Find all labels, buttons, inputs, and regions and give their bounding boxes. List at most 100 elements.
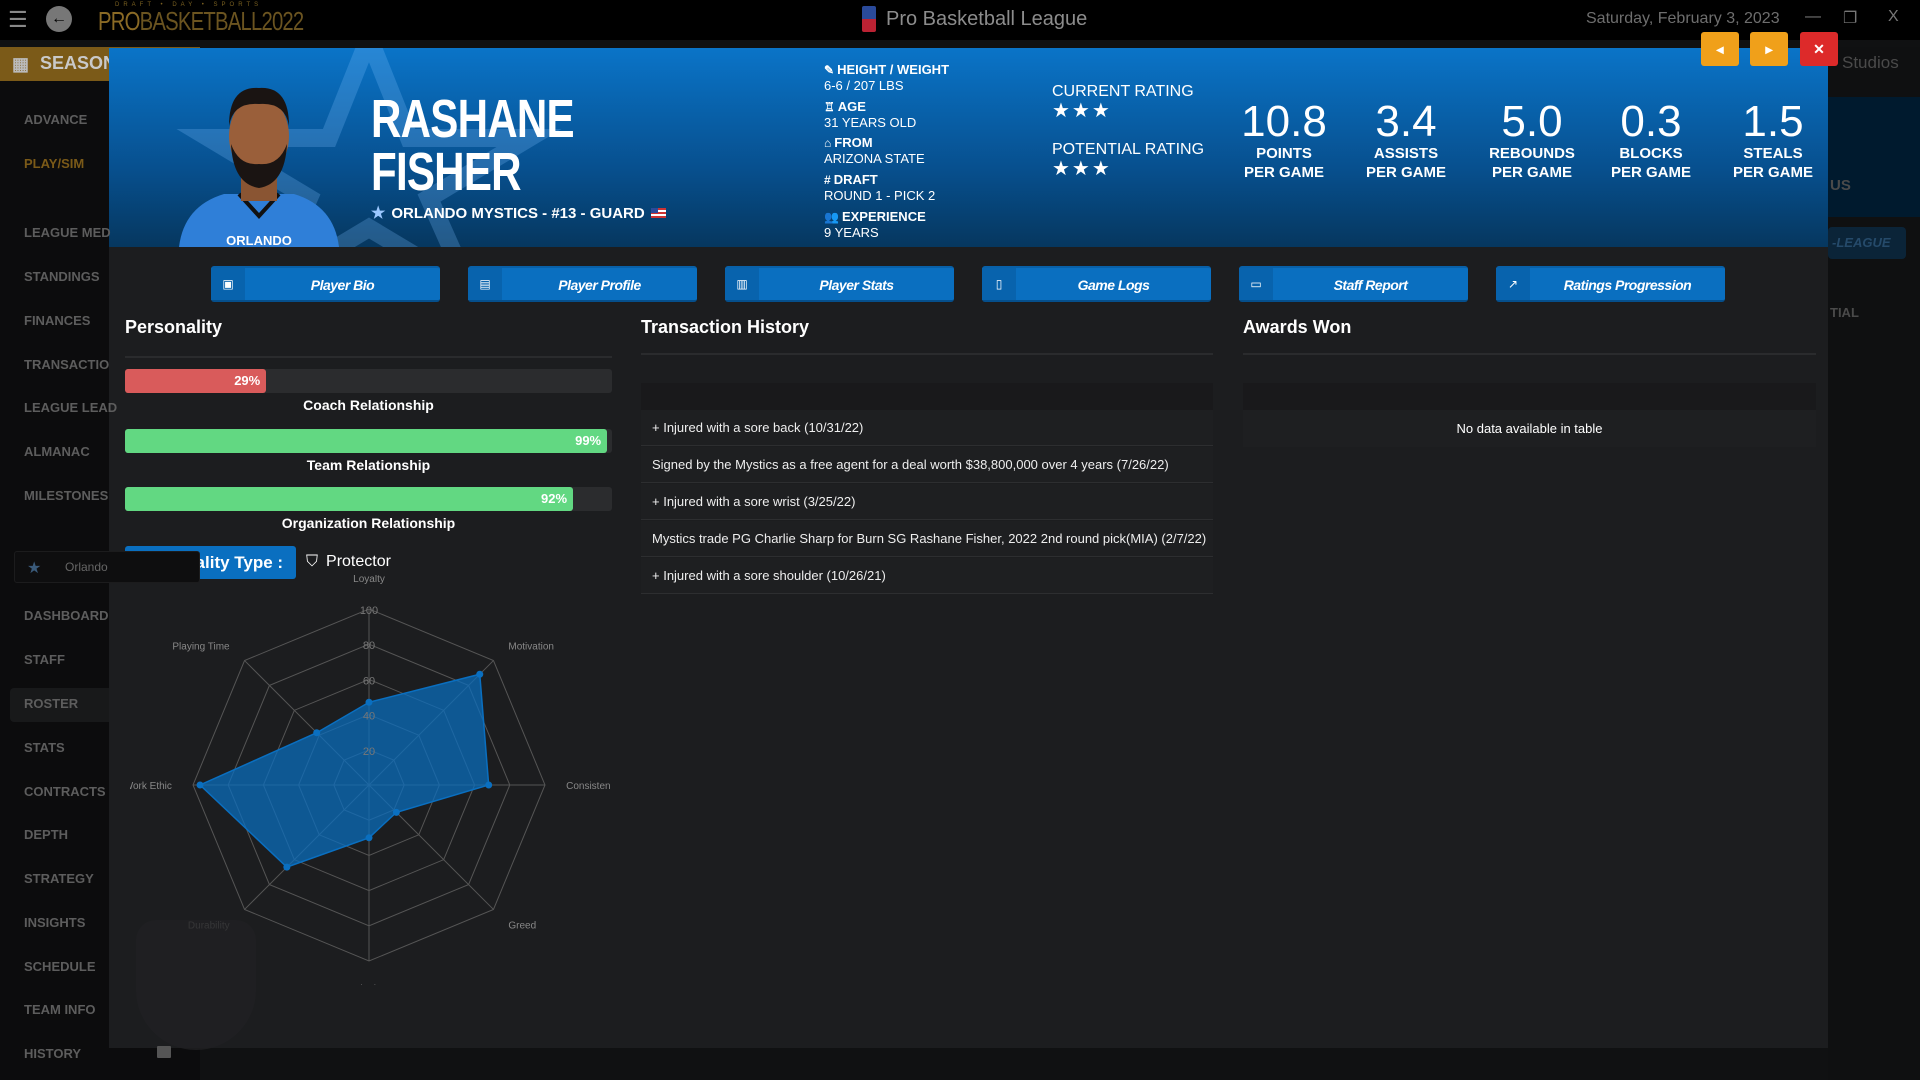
radar-point-durability (283, 863, 291, 871)
sidebar-item[interactable]: ALMANAC (24, 444, 90, 459)
info-label: ✎ HEIGHT / WEIGHT (824, 62, 949, 77)
transaction-row: Signed by the Mystics as a free agent fo… (641, 447, 1213, 483)
sidebar-item[interactable]: TRANSACTIO (24, 357, 110, 372)
relationship-bar: 92% (125, 487, 612, 511)
tab-game-logs[interactable]: ▯ Game Logs (982, 266, 1211, 302)
stat-sublabel: PER GAME (1491, 164, 1572, 181)
title-bar: ☰ ← DRAFT • DAY • SPORTS PROBASKETBALL20… (0, 0, 1920, 40)
tab-ratings-progression[interactable]: ↗ Ratings Progression (1496, 266, 1725, 302)
stat-points: 10.8 POINTS PER GAME (1214, 100, 1354, 182)
tab-label: Staff Report (1333, 277, 1408, 293)
bar-label: Coach Relationship (303, 397, 434, 413)
sidebar-item[interactable]: MILESTONES (24, 488, 109, 503)
personality-type: ⛉ Protector (306, 553, 391, 571)
app-title: Pro Basketball League (886, 8, 1088, 30)
radar-axis-label: Work Ethic (130, 781, 172, 792)
bg-us-text: US (1830, 177, 1851, 194)
current-rating-label: CURRENT RATING (1052, 83, 1194, 100)
hamburger-menu-icon[interactable]: ☰ (8, 7, 28, 32)
player-last-name: FISHER (371, 142, 522, 202)
sidebar-item-stats[interactable]: STATS (24, 740, 65, 755)
relationship-bar: 99% (125, 429, 612, 453)
tab-player-stats[interactable]: ▥ Player Stats (725, 266, 954, 302)
personality-type-value: Protector (326, 553, 391, 570)
team-logo-icon: ★ (27, 560, 42, 577)
sidebar-item-contracts[interactable]: CONTRACTS (24, 784, 106, 799)
bar-fill: 92% (125, 487, 574, 511)
player-modal: ORLANDO RASHANE FISHER ★ ORLANDO MYSTICS… (109, 32, 1838, 1048)
info-label-text: FROM (834, 135, 873, 150)
sidebar-item[interactable]: LEAGUE MED (24, 225, 111, 240)
current-rating-stars: ★★★ (1052, 100, 1112, 122)
info-value: ARIZONA STATE (824, 151, 925, 166)
window-close-button[interactable]: X (1888, 8, 1899, 25)
divider (1243, 353, 1816, 355)
user-clock-icon: 👥 (824, 210, 839, 224)
radar-tick-label: 60 (363, 675, 375, 687)
stat-blocks: 0.3 BLOCKS PER GAME (1581, 100, 1721, 182)
sidebar-item[interactable]: FINANCES (24, 313, 91, 328)
bar-label: Team Relationship (306, 457, 431, 473)
current-date: Saturday, February 3, 2023 (1586, 10, 1780, 27)
school-icon: ⌂ (824, 136, 832, 150)
radar-tick-label: 40 (363, 711, 375, 723)
close-modal-button[interactable]: ✕ (1800, 32, 1838, 66)
shield-icon: ⛉ (306, 553, 319, 570)
usa-flag-icon (650, 208, 666, 218)
tab-player-profile[interactable]: ▤ Player Profile (468, 266, 697, 302)
radar-point-consistency (485, 781, 493, 789)
bg-tial-text: TIAL (1830, 305, 1859, 320)
hash-icon: # (824, 173, 831, 187)
restore-button[interactable]: ❐ (1843, 10, 1858, 27)
sidebar-item[interactable]: ADVANCE (24, 112, 88, 127)
sidebar-item[interactable]: STANDINGS (24, 269, 100, 284)
team-selector[interactable]: ★ Orlando (14, 551, 200, 583)
stat-label: STEALS (1743, 145, 1803, 162)
stat-value: 10.8 (1241, 97, 1327, 146)
sidebar-item-staff[interactable]: STAFF (24, 652, 65, 667)
team-line: ★ ORLANDO MYSTICS - #13 - GUARD (371, 203, 666, 223)
radar-point-playing-time (313, 729, 321, 737)
tab-player-bio[interactable]: ▣ Player Bio (211, 266, 440, 302)
stat-value: 5.0 (1501, 97, 1563, 146)
tab-label: Player Stats (819, 277, 894, 293)
sidebar-item-roster[interactable]: ROSTER (24, 696, 79, 711)
back-arrow-icon[interactable]: ← (46, 6, 72, 32)
stat-sublabel: PER GAME (1243, 164, 1324, 181)
sidebar-item-strategy[interactable]: STRATEGY (24, 871, 94, 886)
radar-point-winning (365, 834, 373, 842)
sidebar-item[interactable]: LEAGUE LEAD (24, 400, 118, 415)
bg-league-text: -LEAGUE (1832, 235, 1891, 250)
transaction-history-title: Transaction History (641, 317, 810, 337)
player-header: ORLANDO RASHANE FISHER ★ ORLANDO MYSTICS… (109, 48, 1828, 247)
stat-assists: 3.4 ASSISTS PER GAME (1336, 100, 1476, 182)
previous-player-button[interactable]: ◂ (1701, 32, 1739, 66)
stat-label: REBOUNDS (1489, 145, 1575, 162)
sidebar-item-history[interactable]: HISTORY (24, 1046, 82, 1061)
sidebar-item-schedule[interactable]: SCHEDULE (24, 959, 96, 974)
minimize-button[interactable]: — (1805, 8, 1821, 25)
stat-steals: 1.5 STEALS PER GAME (1703, 100, 1828, 182)
reader-icon: ▤ (468, 268, 502, 300)
stat-sublabel: PER GAME (1365, 164, 1446, 181)
info-label: ♖ AGE (824, 99, 866, 114)
radar-tick-label: 20 (363, 746, 375, 758)
season-label: SEASON (40, 53, 117, 73)
background-page: Studios US -LEAGUE TIAL (1828, 47, 1920, 1080)
radar-axis-label: Winning (351, 984, 387, 985)
sidebar-item[interactable]: PLAY/SIM (24, 156, 85, 171)
info-label-text: EXPERIENCE (841, 209, 926, 224)
next-player-button[interactable]: ▸ (1750, 32, 1788, 66)
tab-staff-report[interactable]: ▭ Staff Report (1239, 266, 1468, 302)
sidebar-item-team-info[interactable]: TEAM INFO (24, 1002, 96, 1017)
sidebar-item-depth[interactable]: DEPTH (24, 827, 69, 842)
stat-sublabel: PER GAME (1610, 164, 1691, 181)
sidebar-item-insights[interactable]: INSIGHTS (24, 915, 86, 930)
stat-rebounds: 5.0 REBOUNDS PER GAME (1462, 100, 1602, 182)
archive-icon[interactable] (157, 1046, 171, 1058)
sidebar-item-dashboard[interactable]: DASHBOARD (24, 608, 109, 623)
tab-label: Game Logs (1077, 277, 1150, 293)
divider (125, 356, 612, 358)
radar-tick-label: 100 (360, 605, 378, 617)
calendar-icon: ▦ (12, 54, 30, 74)
